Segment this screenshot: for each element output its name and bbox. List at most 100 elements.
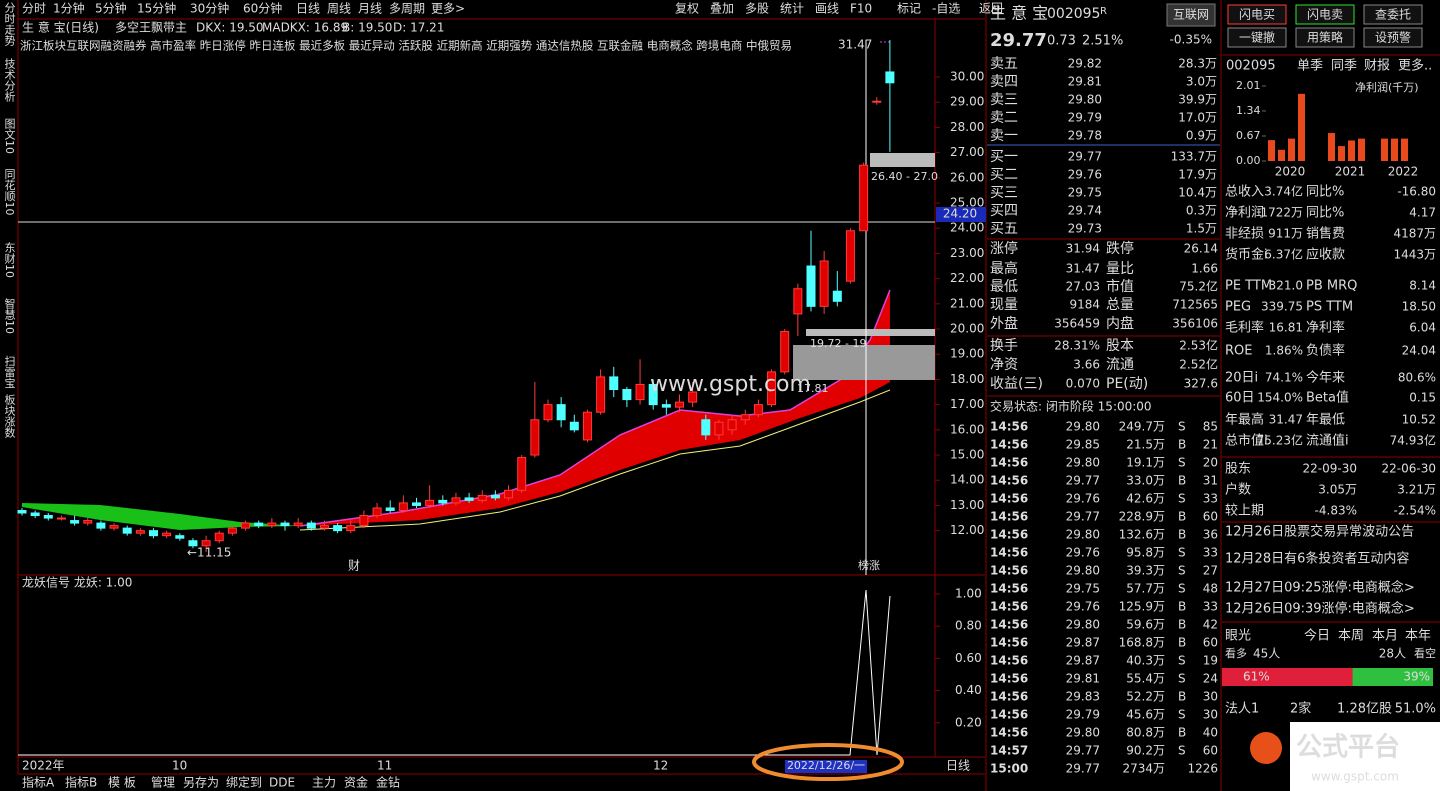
bottom-tab[interactable]: 管理: [151, 775, 175, 790]
trade-side: B: [1178, 528, 1186, 542]
trade-count: 48: [1203, 582, 1218, 596]
trade-count: 30: [1203, 708, 1218, 722]
candle-body: [280, 522, 290, 527]
bottom-tab[interactable]: 指标A: [22, 775, 55, 790]
side-tab[interactable]: 分时走势: [3, 2, 16, 46]
action-button-label[interactable]: 闪电买: [1239, 8, 1275, 22]
period-tab[interactable]: 1分钟: [53, 1, 85, 16]
bottom-tab[interactable]: 绑定到: [226, 775, 262, 790]
tool-button[interactable]: 统计: [780, 2, 804, 16]
candle-body: [372, 507, 382, 517]
news-item[interactable]: 12月28日有6条投资者互动内容: [1225, 551, 1409, 567]
action-button[interactable]: [1227, 4, 1287, 25]
trade-time: 15:00: [990, 762, 1028, 776]
fin-tab[interactable]: 单季: [1297, 59, 1323, 74]
tool-button[interactable]: 标记: [897, 2, 921, 16]
action-button[interactable]: [1363, 27, 1423, 48]
y-tick-label: 1.34: [1236, 104, 1261, 117]
tool-button[interactable]: 复权: [675, 2, 699, 16]
period-tab[interactable]: 本年: [1405, 629, 1431, 644]
bottom-tab[interactable]: 另存为: [183, 776, 219, 790]
bottom-tab[interactable]: 金钻: [376, 775, 400, 790]
news-item[interactable]: 12月26日09:39涨停:电商概念>: [1225, 601, 1415, 617]
period-tab[interactable]: 更多>: [431, 2, 465, 16]
action-button[interactable]: [1295, 27, 1355, 48]
bottom-tab[interactable]: DDE: [269, 776, 295, 790]
fin-tab[interactable]: 更多..: [1398, 58, 1432, 74]
trade-side: S: [1178, 708, 1186, 722]
action-button-label[interactable]: 一键撤: [1239, 30, 1275, 45]
stat-value: 356459: [1054, 317, 1100, 331]
period-tab[interactable]: 多周期: [389, 2, 425, 16]
book-volume: 0.3万: [1186, 204, 1217, 218]
period-tab[interactable]: 本周: [1338, 629, 1364, 644]
action-button-label[interactable]: 用策略: [1307, 30, 1343, 45]
side-tab[interactable]: 板块涨数: [3, 393, 16, 439]
period-tab[interactable]: 今日: [1304, 628, 1330, 644]
trade-volume: 55.4万: [1126, 672, 1165, 686]
action-button-label[interactable]: 闪电卖: [1307, 8, 1343, 22]
tool-button[interactable]: 叠加: [710, 2, 734, 16]
side-tab[interactable]: 同花顺10: [3, 169, 16, 216]
label: 股东: [1225, 462, 1251, 477]
action-button[interactable]: [1363, 4, 1423, 25]
label: 较上期: [1225, 504, 1264, 519]
side-tab[interactable]: 图文10: [3, 118, 16, 154]
candle-body: [635, 383, 645, 401]
fin-value: 75.23亿: [1257, 433, 1303, 448]
fin-value: 1443万: [1393, 248, 1436, 262]
tool-button[interactable]: -自选: [932, 2, 960, 16]
book-price: 29.79: [1068, 111, 1102, 125]
period-tab[interactable]: 分时: [22, 2, 46, 16]
action-button[interactable]: [1295, 4, 1355, 25]
side-tab[interactable]: 东财10: [3, 242, 16, 278]
news-item[interactable]: 12月27日09:25涨停:电商概念>: [1225, 580, 1415, 596]
label: 买五: [990, 221, 1018, 237]
label: Beta值: [1306, 390, 1349, 406]
trade-time: 14:56: [990, 510, 1028, 524]
trade-count: 31: [1203, 474, 1218, 488]
period-tab[interactable]: 15分钟: [137, 1, 176, 16]
trade-count: 36: [1203, 528, 1218, 542]
cursor-date: 2022/12/26/一: [787, 759, 865, 772]
period-tab[interactable]: 30分钟: [190, 1, 229, 16]
candle-body: [701, 419, 711, 436]
trade-side: S: [1178, 546, 1186, 560]
label: 002095: [1047, 6, 1100, 22]
side-tab[interactable]: 智慧10: [3, 297, 16, 334]
period-tab[interactable]: 5分钟: [95, 1, 127, 16]
x-tick-label: 2020: [1275, 165, 1306, 179]
bottom-tab[interactable]: 模 板: [108, 776, 136, 790]
side-tab[interactable]: 扫雷宝: [3, 355, 16, 388]
bottom-tab[interactable]: 指标B: [65, 775, 97, 790]
trade-volume: 45.6万: [1126, 708, 1165, 722]
logo-icon: [1250, 732, 1282, 764]
tool-button[interactable]: F10: [850, 2, 872, 16]
candle-body: [398, 502, 408, 511]
period-tab[interactable]: 日线: [296, 2, 320, 16]
period-tab[interactable]: 本月: [1372, 629, 1398, 644]
label: 眼光: [1225, 629, 1251, 644]
period-tab[interactable]: 周线: [327, 2, 351, 16]
tool-button[interactable]: 多股: [745, 2, 769, 16]
action-button-label[interactable]: 查委托: [1375, 8, 1411, 22]
bottom-tab[interactable]: 主力: [312, 776, 336, 790]
bottom-tab[interactable]: 资金: [344, 775, 368, 790]
period-tab[interactable]: 月线: [358, 2, 382, 16]
label: 51.0%: [1395, 702, 1436, 717]
trade-time: 14:56: [990, 564, 1028, 578]
action-button-label[interactable]: 设预警: [1375, 30, 1411, 45]
tool-button[interactable]: 画线: [815, 2, 839, 16]
news-item[interactable]: 12月26日股票交易异常波动公告: [1225, 524, 1414, 540]
tool-button[interactable]: 返回: [979, 2, 1003, 16]
fin-tab[interactable]: 财报: [1364, 59, 1390, 74]
fin-tab[interactable]: 同季: [1331, 59, 1357, 74]
action-button[interactable]: [1227, 27, 1287, 48]
zone-label: 17.81: [797, 382, 829, 395]
bar: [1338, 146, 1345, 161]
side-tab[interactable]: 技术分析: [3, 58, 16, 103]
label: D: 17.21: [393, 21, 444, 35]
period-tab[interactable]: 60分钟: [243, 1, 282, 16]
trade-price: 29.80: [1066, 528, 1100, 542]
book-volume: 133.7万: [1171, 150, 1217, 164]
